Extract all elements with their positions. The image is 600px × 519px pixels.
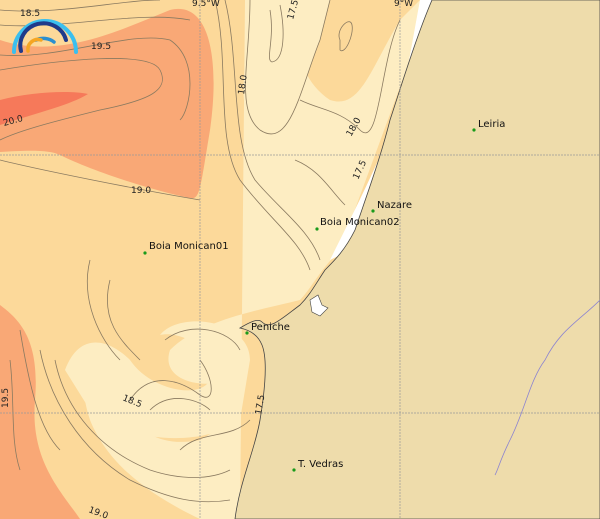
place-label: Leiria [478,119,505,130]
place-marker [371,209,375,213]
contour-label: 17.5 [254,394,267,415]
wave-arcs-logo-icon [12,19,78,54]
contour-label: 19.0 [131,186,151,196]
place-marker [245,331,249,335]
place-marker [292,468,296,472]
place-nazare[interactable]: Nazare [371,200,412,213]
place-boia-monican02[interactable]: Boia Monican02 [315,217,400,231]
place-marker [143,251,147,255]
sea-cool-region [83,0,433,519]
place-label: Nazare [377,200,412,211]
place-boia-monican01[interactable]: Boia Monican01 [143,241,229,255]
place-label: Boia Monican02 [320,217,400,228]
contour-label: 19.5 [91,42,111,52]
sea-hot-region [0,92,88,125]
sea-warm-region [0,8,214,199]
place-marker [472,128,476,132]
place-label: Peniche [251,322,290,333]
river [494,299,600,476]
grid-label: 9.5°W [192,0,220,9]
contour-label: 18.0 [237,74,250,96]
contour-label: 18.5 [20,9,40,19]
island [309,294,329,317]
contour-label: 19.5 [1,388,11,408]
place-leiria[interactable]: Leiria [472,119,505,132]
land [234,0,600,519]
isotherm-lines [0,0,401,503]
place-peniche[interactable]: Peniche [245,322,290,335]
place-label: T. Vedras [297,459,343,470]
grid-label: 9°W [394,0,413,9]
place-label: Boia Monican01 [149,241,229,252]
place-marker [315,227,319,231]
place-t-vedras[interactable]: T. Vedras [292,459,343,472]
sea-warm-region-south [0,305,80,519]
sea-cool-region-north [243,0,330,134]
